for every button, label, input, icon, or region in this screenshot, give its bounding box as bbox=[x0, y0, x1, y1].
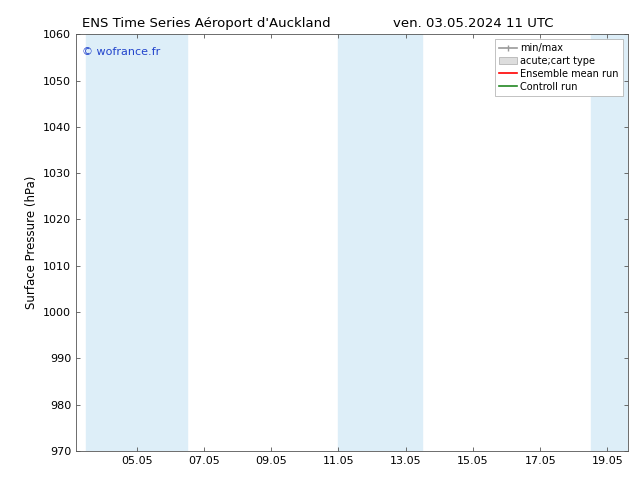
Text: ven. 03.05.2024 11 UTC: ven. 03.05.2024 11 UTC bbox=[393, 17, 553, 30]
Text: ENS Time Series Aéroport d'Auckland: ENS Time Series Aéroport d'Auckland bbox=[82, 17, 331, 30]
Bar bbox=[591, 34, 628, 451]
Y-axis label: Surface Pressure (hPa): Surface Pressure (hPa) bbox=[25, 176, 37, 309]
Text: © wofrance.fr: © wofrance.fr bbox=[82, 47, 160, 57]
Bar bbox=[339, 34, 422, 451]
Legend: min/max, acute;cart type, Ensemble mean run, Controll run: min/max, acute;cart type, Ensemble mean … bbox=[495, 39, 623, 96]
Bar bbox=[86, 34, 187, 451]
